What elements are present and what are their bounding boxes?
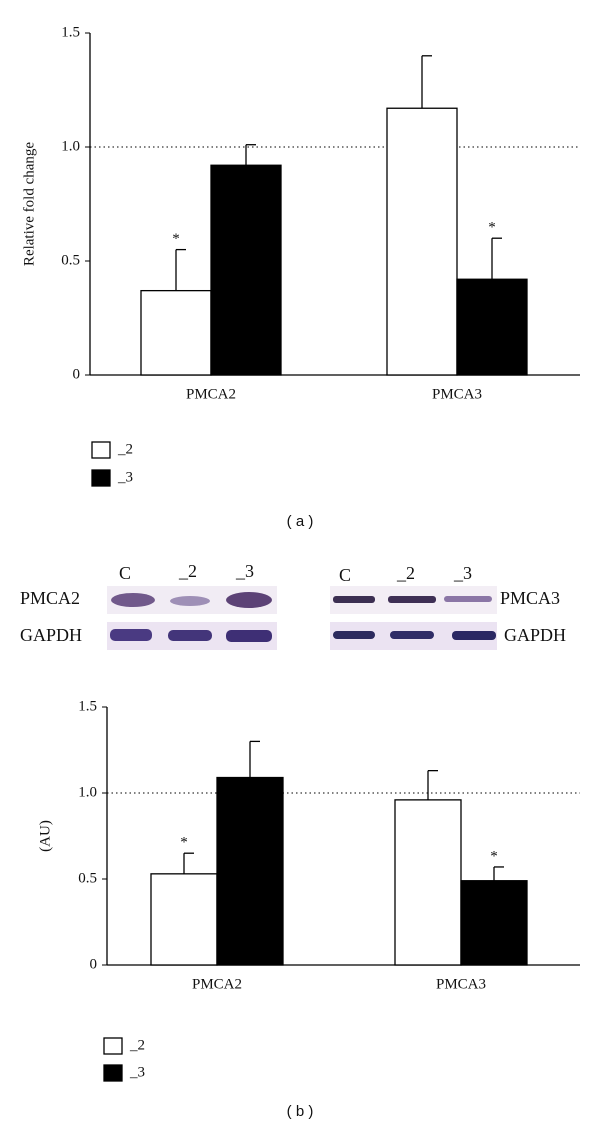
row-label: GAPDH	[504, 625, 566, 645]
lane-label: _3	[453, 563, 472, 583]
band	[333, 596, 375, 603]
panel-caption: ( a )	[287, 513, 314, 530]
band	[170, 596, 210, 606]
band	[333, 631, 375, 639]
legend-label: _3	[117, 469, 133, 485]
legend-label: _2	[117, 441, 133, 457]
x-tick-label: PMCA2	[192, 976, 242, 992]
y-tick-label: 0	[90, 956, 98, 972]
x-tick-label: PMCA2	[186, 386, 236, 402]
bar	[210, 164, 282, 376]
band	[444, 596, 492, 602]
y-tick-label: 1.0	[78, 784, 97, 800]
x-tick-label: PMCA3	[436, 976, 486, 992]
lane-label: C	[339, 565, 351, 585]
y-axis-label: (AU)	[37, 820, 53, 852]
y-axis-label: Relative fold change	[21, 142, 37, 266]
band	[111, 593, 155, 607]
legend-label: _3	[129, 1064, 145, 1080]
western-blot: C _2 _3 PMCA2 GAPDH C _2 _3 PMCA3 GAPDH	[20, 561, 566, 650]
band	[390, 631, 434, 639]
band	[110, 629, 152, 641]
panel-caption: ( b )	[287, 1103, 314, 1120]
significance-marker: *	[172, 231, 180, 247]
band	[226, 630, 272, 642]
y-tick-label: 1.5	[78, 698, 97, 714]
legend-swatch	[91, 441, 111, 459]
lane-label: C	[119, 563, 131, 583]
legend-swatch	[103, 1064, 123, 1082]
row-label: GAPDH	[20, 625, 82, 645]
bar	[216, 776, 284, 966]
bar	[386, 107, 458, 376]
band	[388, 596, 436, 603]
y-tick-label: 0.5	[78, 870, 97, 886]
lane-label: _2	[396, 563, 415, 583]
significance-marker: *	[488, 220, 496, 236]
y-tick-label: 1.5	[61, 24, 80, 40]
bar	[460, 880, 528, 966]
bar	[150, 873, 218, 966]
bar	[456, 278, 528, 376]
row-label: PMCA3	[500, 588, 560, 608]
bar	[140, 289, 212, 376]
y-tick-label: 0	[73, 366, 81, 382]
bar	[394, 799, 462, 966]
lane-label: _2	[178, 561, 197, 581]
band	[226, 592, 272, 608]
lane-label: _3	[235, 561, 254, 581]
legend-swatch	[91, 469, 111, 487]
significance-marker: *	[490, 848, 498, 864]
x-tick-label: PMCA3	[432, 386, 482, 402]
y-tick-label: 0.5	[61, 252, 80, 268]
band	[168, 630, 212, 641]
y-tick-label: 1.0	[61, 138, 80, 154]
band	[452, 631, 496, 640]
row-label: PMCA2	[20, 588, 80, 608]
legend-label: _2	[129, 1037, 145, 1053]
significance-marker: *	[180, 835, 188, 851]
legend-swatch	[103, 1037, 123, 1055]
